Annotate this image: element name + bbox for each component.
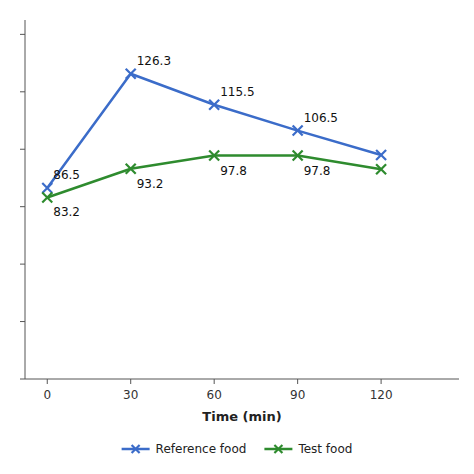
x-tick-label: 90 bbox=[290, 388, 305, 402]
point-marker bbox=[42, 183, 52, 193]
x-tick bbox=[214, 379, 215, 384]
marker-stroke bbox=[293, 151, 303, 161]
y-tick bbox=[20, 379, 25, 380]
annotation: 97.8 bbox=[304, 164, 331, 178]
x-tick bbox=[47, 379, 48, 384]
y-tick bbox=[20, 34, 25, 35]
series-line bbox=[47, 156, 381, 198]
y-tick bbox=[20, 149, 25, 150]
x-tick-label: 60 bbox=[207, 388, 222, 402]
point-marker bbox=[209, 100, 219, 110]
y-tick bbox=[20, 321, 25, 322]
annotation: 115.5 bbox=[220, 85, 254, 99]
marker-stroke bbox=[126, 164, 136, 174]
plot-area bbox=[42, 69, 386, 203]
marker-stroke bbox=[132, 445, 140, 453]
y-tick bbox=[20, 264, 25, 265]
marker-stroke bbox=[209, 151, 219, 161]
x-tick bbox=[381, 379, 382, 384]
marker-stroke bbox=[209, 100, 219, 110]
marker-stroke bbox=[274, 445, 282, 453]
marker-stroke bbox=[376, 164, 386, 174]
y-tick bbox=[20, 206, 25, 207]
x-tick-label: 0 bbox=[43, 388, 51, 402]
marker-stroke bbox=[293, 151, 303, 161]
annotation: 106.5 bbox=[304, 111, 338, 125]
legend: Reference food Test food bbox=[122, 442, 353, 456]
point-marker bbox=[126, 164, 136, 174]
y-axis bbox=[25, 20, 26, 379]
legend-marker bbox=[274, 445, 282, 453]
legend-marker bbox=[132, 445, 140, 453]
annotation: 86.5 bbox=[53, 168, 80, 182]
x-tick bbox=[130, 379, 131, 384]
marker-stroke bbox=[209, 100, 219, 110]
marker-stroke bbox=[274, 445, 282, 453]
marker-stroke bbox=[376, 164, 386, 174]
marker-stroke bbox=[293, 126, 303, 136]
point-marker bbox=[376, 150, 386, 160]
annotation: 83.2 bbox=[53, 205, 80, 219]
marker-stroke bbox=[126, 69, 136, 79]
point-marker bbox=[42, 192, 52, 202]
x-tick bbox=[297, 379, 298, 384]
chart: 0 30 60 90 120 Time (min) 86.5 126.3 115.5 106.5 8… bbox=[0, 0, 474, 474]
legend-item: Test food bbox=[264, 442, 352, 456]
x-axis bbox=[25, 379, 459, 380]
series-line bbox=[47, 74, 381, 188]
annotation: 97.8 bbox=[220, 164, 247, 178]
legend-item: Reference food bbox=[122, 442, 247, 456]
x-tick-label: 120 bbox=[370, 388, 393, 402]
point-marker bbox=[293, 126, 303, 136]
annotation: 126.3 bbox=[137, 54, 171, 68]
point-marker bbox=[293, 151, 303, 161]
y-tick bbox=[20, 91, 25, 92]
marker-stroke bbox=[126, 69, 136, 79]
marker-stroke bbox=[126, 164, 136, 174]
marker-stroke bbox=[376, 150, 386, 160]
annotation: 93.2 bbox=[137, 177, 164, 191]
marker-stroke bbox=[42, 192, 52, 202]
marker-stroke bbox=[209, 151, 219, 161]
marker-stroke bbox=[42, 192, 52, 202]
marker-stroke bbox=[42, 183, 52, 193]
x-axis-label: Time (min) bbox=[202, 409, 281, 424]
x-tick-label: 30 bbox=[123, 388, 138, 402]
legend-label: Test food bbox=[297, 442, 352, 456]
marker-stroke bbox=[376, 150, 386, 160]
marker-stroke bbox=[42, 183, 52, 193]
marker-stroke bbox=[132, 445, 140, 453]
legend-label: Reference food bbox=[156, 442, 247, 456]
marker-stroke bbox=[293, 126, 303, 136]
point-marker bbox=[209, 151, 219, 161]
point-marker bbox=[376, 164, 386, 174]
point-marker bbox=[126, 69, 136, 79]
